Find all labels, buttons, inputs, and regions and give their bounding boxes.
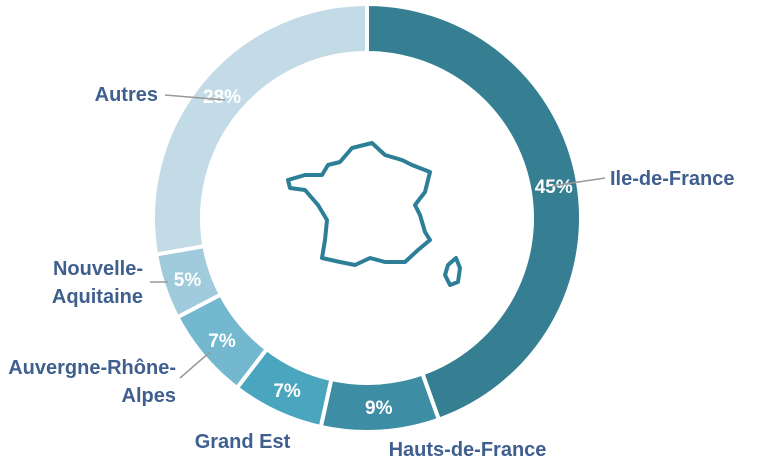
category-label: Nouvelle-Aquitaine xyxy=(51,258,143,308)
donut-segment xyxy=(365,1,583,423)
value-label: 5% xyxy=(174,270,202,291)
france-icon xyxy=(286,141,462,287)
leader-line xyxy=(164,94,226,101)
value-label: 7% xyxy=(208,331,236,352)
donut-segment xyxy=(151,1,369,257)
value-label: 45% xyxy=(535,177,573,198)
category-label: Grand Est xyxy=(194,431,291,453)
leader-line xyxy=(179,351,211,379)
category-label: Auvergne-Rhône-Alpes xyxy=(8,357,176,407)
value-label: 9% xyxy=(365,398,393,419)
category-label: Ile-de-France xyxy=(610,168,735,190)
value-label: 7% xyxy=(273,381,301,402)
category-label: Autres xyxy=(94,84,158,106)
value-label: 28% xyxy=(203,87,241,108)
category-label: Hauts-de-France xyxy=(388,439,547,461)
leader-line xyxy=(551,177,606,187)
